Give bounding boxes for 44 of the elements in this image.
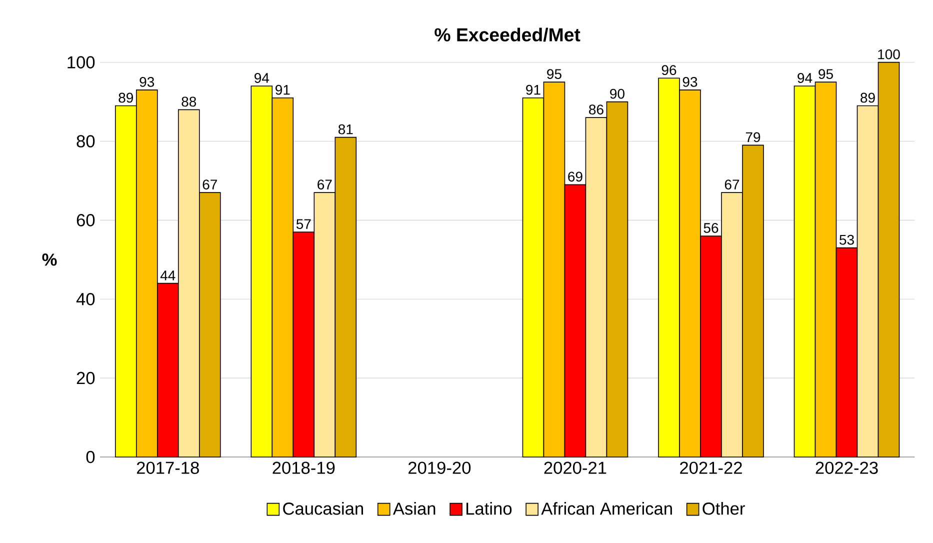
data-label: 56 <box>704 223 718 233</box>
y-tick-label: 40 <box>76 292 95 306</box>
x-tick-label: 2017-18 <box>136 462 199 474</box>
y-tick-label: 100 <box>68 56 95 68</box>
legend-label: Caucasian <box>283 502 363 515</box>
x-tick-label: 2020-21 <box>544 462 606 474</box>
data-label: 53 <box>840 234 854 245</box>
data-label: 93 <box>140 76 154 87</box>
y-tick-label: 80 <box>76 135 95 148</box>
x-tick-label: 2022-23 <box>816 462 878 474</box>
data-label: 88 <box>182 96 196 107</box>
data-label: 91 <box>526 84 540 95</box>
x-tick-label: 2019-20 <box>408 462 471 474</box>
data-label: 89 <box>118 92 134 103</box>
data-label: 69 <box>568 172 582 182</box>
y-tick-label: 60 <box>76 214 95 226</box>
y-tick-label: 20 <box>76 372 95 384</box>
data-label: 57 <box>296 219 311 229</box>
chart-title: % Exceeded/Met <box>434 28 580 42</box>
data-label: 94 <box>254 73 270 83</box>
legend-label: African American <box>541 502 672 515</box>
data-label: 79 <box>746 132 760 142</box>
data-label: 89 <box>860 92 875 103</box>
data-label: 67 <box>724 180 740 190</box>
x-tick-label: 2021-22 <box>680 462 742 474</box>
legend-label: Latino <box>466 502 512 515</box>
data-label: 44 <box>160 270 176 280</box>
data-label: 96 <box>662 65 676 76</box>
data-label: 91 <box>276 84 290 95</box>
data-label: 86 <box>589 104 604 115</box>
legend-label: Other <box>702 502 745 515</box>
data-label: 95 <box>818 69 833 80</box>
legend-label: Asian <box>392 502 436 515</box>
data-label: 94 <box>798 73 812 83</box>
x-tick-label: 2018-19 <box>272 462 335 474</box>
y-axis-title: % <box>42 254 57 266</box>
y-tick-label: 0 <box>86 450 95 464</box>
data-label: 67 <box>202 180 217 190</box>
data-label: 100 <box>878 49 900 60</box>
data-label: 93 <box>682 76 698 87</box>
data-label: 67 <box>318 180 332 190</box>
data-label: 81 <box>338 124 353 134</box>
data-label: 90 <box>610 88 624 99</box>
data-label: 95 <box>547 69 562 80</box>
